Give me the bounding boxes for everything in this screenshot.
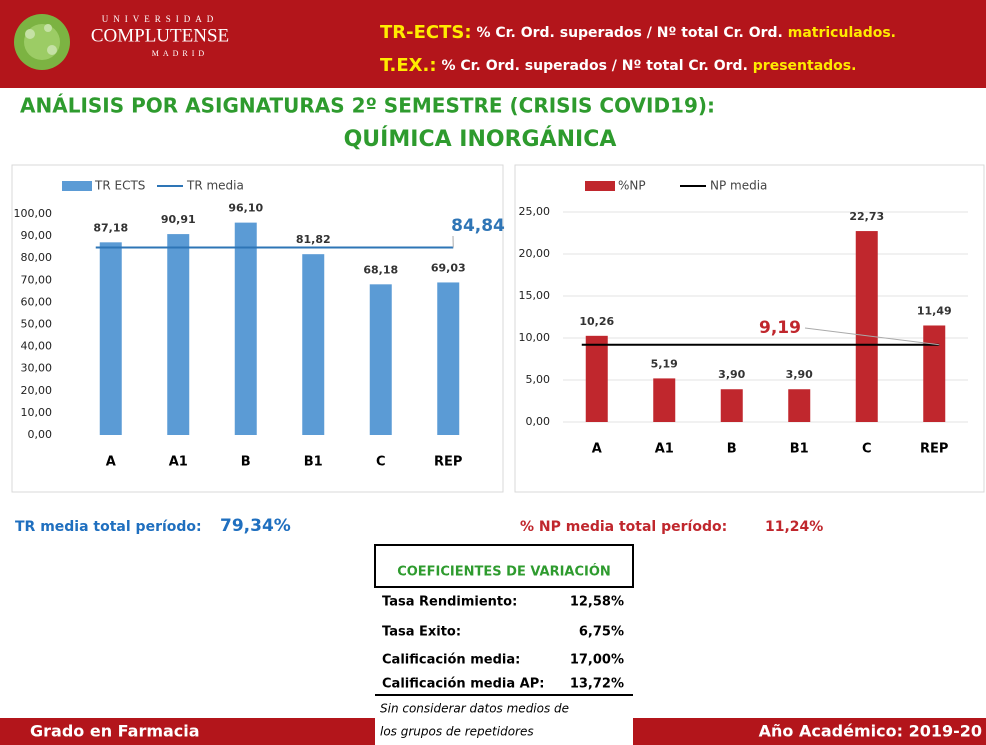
bar — [235, 223, 257, 435]
value-label: 81,82 — [296, 233, 331, 246]
y-tick-label: 20,00 — [519, 247, 551, 260]
table-cell: 6,75% — [579, 625, 624, 640]
value-label: 10,26 — [579, 315, 614, 328]
legend-label: %NP — [618, 179, 646, 193]
x-tick-label: A — [592, 442, 602, 457]
x-tick-label: C — [862, 442, 872, 457]
table-cell: Tasa Rendimiento: — [382, 595, 517, 610]
title: ANÁLISIS POR ASIGNATURAS 2º SEMESTRE (CR… — [20, 94, 715, 118]
y-tick-label: 10,00 — [21, 406, 53, 419]
definition-term: TR-ECTS: — [380, 22, 472, 43]
bar — [856, 231, 878, 422]
y-tick-label: 10,00 — [519, 331, 551, 344]
value-label: 69,03 — [431, 261, 466, 274]
table-cell: Tasa Exito: — [382, 625, 461, 640]
logo-top: UNIVERSIDAD — [102, 14, 219, 24]
bar — [302, 254, 324, 435]
y-tick-label: 90,00 — [21, 229, 53, 242]
value-label: 68,18 — [363, 263, 398, 276]
table-cell: 17,00% — [570, 653, 624, 668]
bar — [653, 378, 675, 422]
bar — [721, 389, 743, 422]
y-tick-label: 20,00 — [21, 384, 53, 397]
definition-text: % Cr. Ord. superados / Nº total Cr. Ord. — [476, 25, 782, 41]
table-cell: 13,72% — [570, 677, 624, 692]
mean-label: 9,19 — [759, 318, 801, 338]
x-tick-label: A — [106, 455, 116, 470]
value-label: 90,91 — [161, 213, 196, 226]
slide: UNIVERSIDAD COMPLUTENSE MADRID TR-ECTS: … — [0, 0, 986, 745]
value-label: 96,10 — [228, 202, 263, 215]
table-cell: Calificación media: — [382, 653, 520, 668]
definition-term: T.EX.: — [380, 55, 437, 76]
summary-value: 79,34% — [220, 516, 291, 536]
y-tick-label: 40,00 — [21, 340, 53, 353]
bar — [788, 389, 810, 422]
table-cell: 12,58% — [570, 595, 624, 610]
definition-emphasis: matriculados. — [788, 25, 896, 41]
footer-left: Grado en Farmacia — [30, 722, 200, 741]
x-tick-label: A1 — [655, 442, 674, 457]
value-label: 5,19 — [651, 357, 678, 370]
table-note: Sin considerar datos medios de — [380, 702, 569, 716]
chart-frame — [515, 165, 984, 492]
summary-value: 11,24% — [765, 519, 823, 535]
x-tick-label: C — [376, 455, 386, 470]
summary-label: TR media total período: — [15, 519, 202, 535]
x-tick-label: B1 — [304, 455, 323, 470]
y-tick-label: 60,00 — [21, 295, 53, 308]
y-tick-label: 0,00 — [28, 428, 53, 441]
definition-text: % Cr. Ord. superados / Nº total Cr. Ord. — [441, 58, 747, 74]
y-tick-label: 70,00 — [21, 273, 53, 286]
value-label: 3,90 — [786, 368, 813, 381]
y-tick-label: 50,00 — [21, 318, 53, 331]
x-tick-label: REP — [920, 442, 948, 457]
table-cell: Calificación media AP: — [382, 677, 544, 692]
mean-label: 84,84 — [451, 216, 505, 236]
value-label: 22,73 — [849, 210, 884, 223]
bar — [167, 234, 189, 435]
bar — [586, 336, 608, 422]
cv-table: COEFICIENTES DE VARIACIÓN Tasa Rendimien… — [375, 545, 633, 695]
x-tick-label: A1 — [169, 455, 188, 470]
value-label: 3,90 — [718, 368, 745, 381]
logo-bottom: MADRID — [152, 49, 208, 58]
subtitle: QUÍMICA INORGÁNICA — [344, 126, 617, 152]
legend-swatch — [585, 181, 615, 191]
x-tick-label: B — [241, 455, 251, 470]
logo-name: COMPLUTENSE — [91, 25, 229, 46]
definition-emphasis: presentados. — [753, 58, 857, 74]
value-label: 87,18 — [93, 221, 128, 234]
bar — [923, 325, 945, 422]
y-tick-label: 15,00 — [519, 289, 551, 302]
legend-swatch — [62, 181, 92, 191]
footer-right: Año Académico: 2019-20 — [759, 722, 982, 741]
legend-label: TR media — [186, 179, 244, 193]
summary-label: % NP media total período: — [520, 519, 727, 535]
legend-label: TR ECTS — [94, 179, 145, 193]
x-tick-label: B — [727, 442, 737, 457]
y-tick-label: 30,00 — [21, 362, 53, 375]
bar — [100, 242, 122, 435]
y-tick-label: 100,00 — [14, 207, 53, 220]
bar — [437, 282, 459, 435]
y-tick-label: 5,00 — [526, 373, 551, 386]
x-tick-label: B1 — [790, 442, 809, 457]
table-note: los grupos de repetidores — [380, 725, 534, 739]
value-label: 11,49 — [917, 304, 952, 317]
y-tick-label: 25,00 — [519, 205, 551, 218]
x-tick-label: REP — [434, 455, 462, 470]
y-tick-label: 0,00 — [526, 415, 551, 428]
definition: T.EX.: % Cr. Ord. superados / Nº total C… — [380, 55, 856, 76]
legend-label: NP media — [710, 179, 767, 193]
y-tick-label: 80,00 — [21, 251, 53, 264]
table-title: COEFICIENTES DE VARIACIÓN — [397, 564, 611, 580]
definition: TR-ECTS: % Cr. Ord. superados / Nº total… — [380, 22, 896, 43]
bar — [370, 284, 392, 435]
